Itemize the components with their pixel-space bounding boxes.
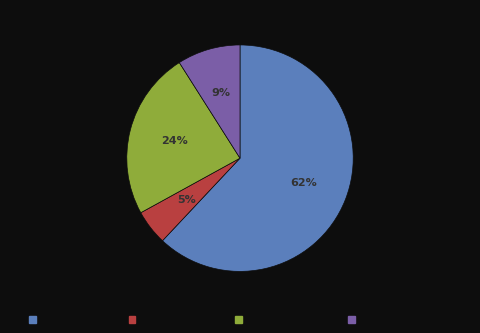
Wedge shape [127, 63, 240, 213]
Wedge shape [163, 45, 353, 271]
Text: 5%: 5% [177, 195, 196, 205]
Text: 24%: 24% [161, 136, 188, 146]
Wedge shape [141, 158, 240, 241]
Text: 9%: 9% [212, 88, 230, 98]
Text: 62%: 62% [290, 178, 316, 188]
Wedge shape [180, 45, 240, 158]
Legend: Wages & Salaries, Employee Benefits, Operating Expenses, Grants & Subsidies: Wages & Salaries, Employee Benefits, Ope… [25, 311, 455, 329]
